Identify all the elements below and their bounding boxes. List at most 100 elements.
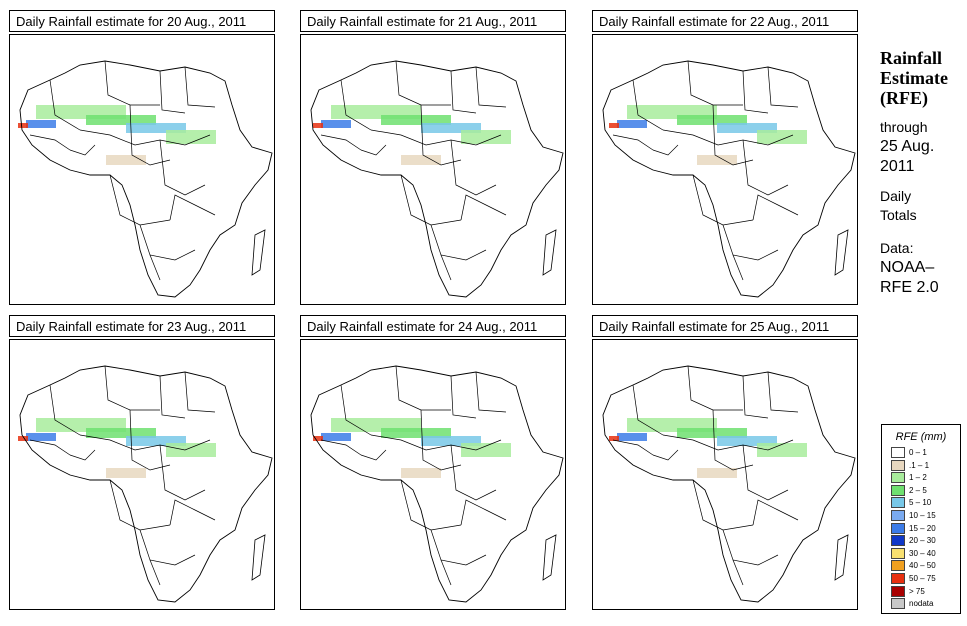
rainfall-area: [401, 155, 441, 165]
rainfall-area: [321, 433, 351, 441]
country-border: [159, 444, 206, 501]
rainfall-area: [18, 123, 28, 128]
country-border: [430, 224, 487, 261]
country-border: [395, 365, 451, 411]
country-border: [712, 104, 754, 166]
rainfall-area: [677, 428, 747, 438]
map-panel-21-aug: Daily Rainfall estimate for 21 Aug., 201…: [300, 10, 566, 305]
country-border: [169, 499, 216, 526]
country-border: [29, 134, 71, 151]
africa-coastline: [19, 60, 273, 298]
country-border: [752, 499, 799, 526]
country-border: [320, 134, 362, 151]
country-border: [612, 439, 654, 456]
legend-item: 1 – 2: [891, 472, 953, 484]
country-border: [767, 66, 799, 108]
legend-swatch: [891, 447, 905, 458]
legend-item: 15 – 20: [891, 522, 953, 535]
country-border: [632, 79, 664, 131]
country-border: [652, 144, 679, 156]
legend-item: > 75: [891, 585, 953, 598]
legend-item: 20 – 30: [891, 535, 953, 547]
legend-label: > 75: [909, 586, 925, 596]
legend-item: 40 – 50: [891, 560, 953, 572]
country-border: [692, 479, 754, 531]
africa-coastline: [310, 60, 564, 298]
legend-swatch: [891, 510, 905, 521]
rainfall-area: [86, 428, 156, 438]
legend-label: 30 – 40: [909, 548, 936, 558]
country-border: [49, 79, 81, 131]
sidebar-title-line1: Rainfall: [880, 48, 943, 68]
country-border: [722, 529, 779, 566]
legend-item: 0 – 1: [891, 447, 953, 459]
legend-swatch: [891, 585, 905, 597]
country-border: [340, 384, 372, 436]
country-border: [29, 439, 71, 456]
sidebar-totals: Totals: [880, 207, 917, 223]
legend-label: 0 – 1: [909, 448, 927, 457]
country-border: [652, 449, 679, 461]
rainfall-area: [26, 120, 56, 128]
africa-rainfall-map: [592, 339, 858, 610]
country-border: [722, 224, 779, 261]
legend-swatch: [891, 497, 905, 509]
sidebar-title-line3: (RFE): [880, 88, 928, 108]
legend-label: 10 – 15: [909, 511, 936, 520]
country-border: [129, 409, 171, 471]
country-border: [169, 194, 216, 221]
rainfall-area: [617, 433, 647, 441]
sidebar-data-label: Data:: [880, 240, 914, 256]
legend-label: 40 – 50: [909, 561, 936, 571]
country-border: [475, 66, 507, 108]
legend-label: 2 – 5: [909, 485, 927, 495]
country-border: [159, 70, 186, 114]
rainfall-area: [86, 115, 156, 125]
legend-swatch: [891, 484, 905, 496]
legend-label: 5 – 10: [909, 498, 932, 508]
country-border: [460, 194, 507, 221]
legend-label: nodata: [909, 599, 934, 609]
rainfall-area: [697, 155, 737, 165]
country-border: [69, 144, 96, 156]
sidebar-title: Rainfall Estimate (RFE): [880, 48, 965, 108]
map-panel-23-aug: Daily Rainfall estimate for 23 Aug., 201…: [9, 315, 275, 610]
rainfall-area: [166, 443, 216, 457]
africa-rainfall-map: [9, 339, 275, 610]
country-border: [475, 371, 507, 413]
country-border: [662, 129, 794, 146]
country-border: [742, 444, 789, 501]
country-border: [742, 375, 769, 419]
rainfall-area: [126, 436, 186, 446]
rainfall-area: [321, 120, 351, 128]
country-border: [440, 559, 452, 586]
map-panel-25-aug: Daily Rainfall estimate for 25 Aug., 201…: [592, 315, 858, 610]
sidebar-title-line2: Estimate: [880, 68, 948, 88]
madagascar-outline: [542, 229, 557, 276]
country-border: [450, 375, 477, 419]
legend-item: 5 – 10: [891, 497, 953, 509]
legend-swatch: [891, 560, 905, 572]
country-border: [692, 174, 754, 226]
legend-item: 10 – 15: [891, 510, 953, 522]
sidebar-source-line1: NOAA–: [880, 259, 935, 276]
africa-coastline: [19, 365, 273, 603]
rainfall-area: [461, 130, 511, 144]
country-border: [340, 79, 372, 131]
panel-title: Daily Rainfall estimate for 23 Aug., 201…: [9, 315, 275, 337]
madagascar-outline: [251, 229, 266, 276]
rainfall-area: [757, 443, 807, 457]
legend-swatch: [891, 598, 905, 610]
sidebar-through: through: [880, 119, 928, 135]
legend-label: 50 – 75: [909, 574, 936, 583]
rainfall-area: [26, 433, 56, 441]
map-panel-22-aug: Daily Rainfall estimate for 22 Aug., 201…: [592, 10, 858, 305]
sidebar-info: Rainfall Estimate (RFE) through 25 Aug. …: [880, 48, 965, 298]
legend-item: 50 – 75: [891, 573, 953, 585]
country-border: [612, 134, 654, 151]
country-border: [450, 444, 497, 501]
rainfall-area: [421, 436, 481, 446]
country-border: [460, 499, 507, 526]
country-border: [79, 129, 211, 146]
country-border: [149, 559, 161, 586]
